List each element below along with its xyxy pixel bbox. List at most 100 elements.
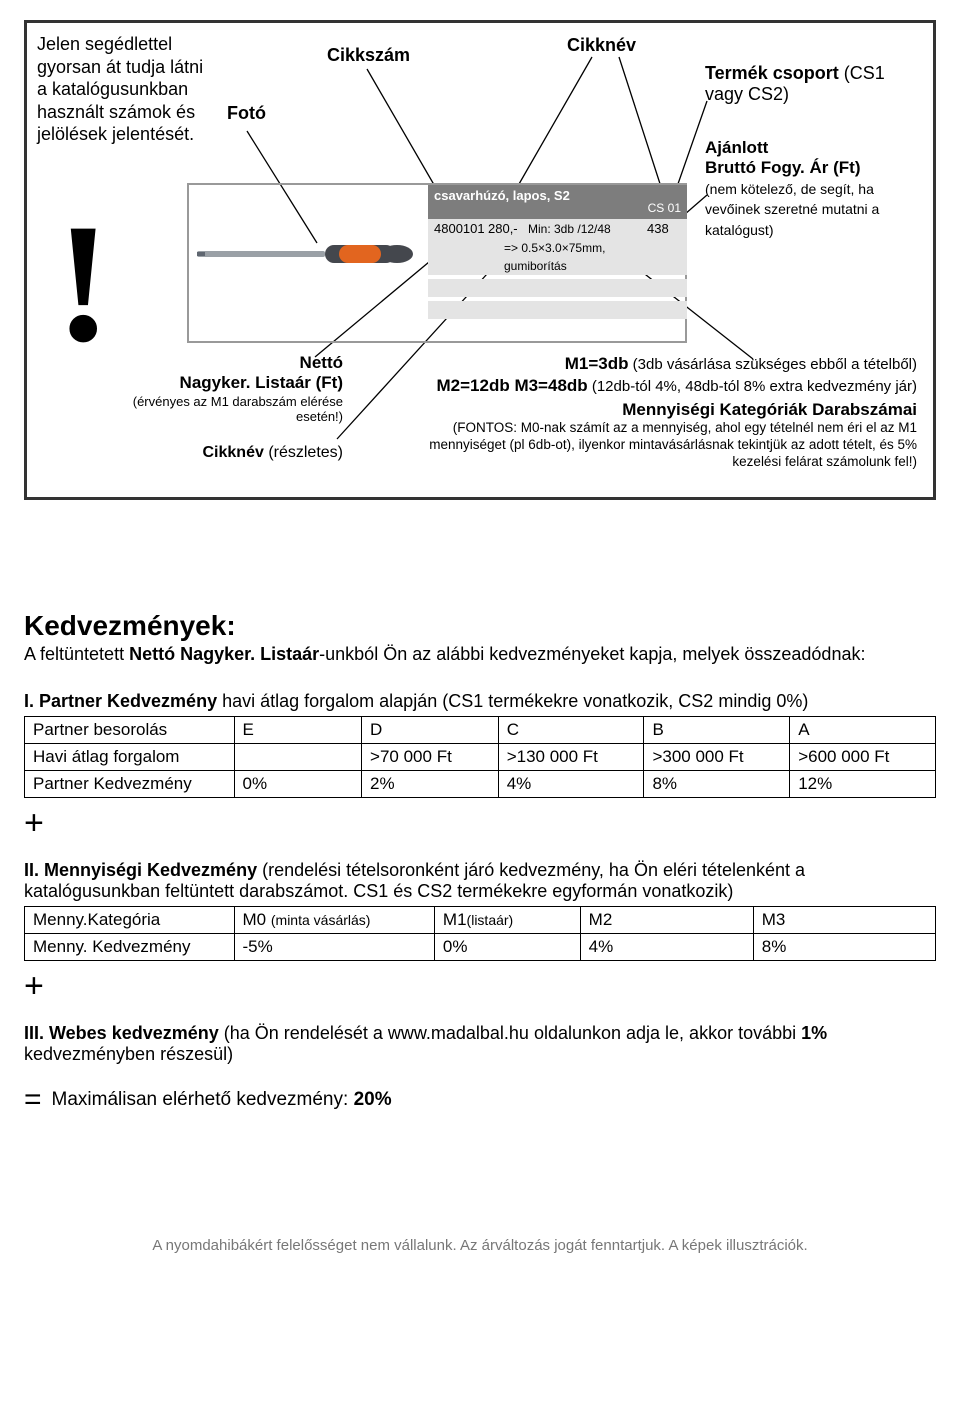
legend-m1-b: M1=3db — [565, 354, 629, 373]
cell: 4% — [498, 771, 644, 798]
sample-note2: gumiborítás — [428, 257, 687, 275]
legend-netto-title2: Nagyker. Listaár (Ft) — [123, 373, 343, 393]
legend-cikknev-detail: Cikknév (részletes) — [123, 443, 343, 462]
label-ajanlott-l2: Bruttó Fogy. Ár (Ft) — [705, 158, 860, 177]
sample-head-name: csavarhúzó, lapos, S2 — [428, 185, 637, 219]
label-cikkszam: Cikkszám — [327, 45, 410, 66]
label-termekcsoport: Termék csoport (CS1 vagy CS2) — [705, 63, 915, 105]
cell: 12% — [790, 771, 936, 798]
kedv-intro-pre: A feltüntetett — [24, 644, 129, 664]
cell: Partner Kedvezmény — [25, 771, 235, 798]
label-termekcsoport-bold: Termék csoport — [705, 63, 839, 83]
cell: >300 000 Ft — [644, 744, 790, 771]
cell-paren: (listaár) — [467, 912, 514, 928]
legend-m1-rest: (3db vásárlása szükséges ebből a tételbő… — [628, 356, 917, 373]
cell: C — [498, 717, 644, 744]
equals-icon: = — [24, 1083, 42, 1117]
table-row: Partner besorolás E D C B A — [25, 717, 936, 744]
label-ajanlott-sub: (nem kötelező, de segít, ha vevőinek sze… — [705, 181, 879, 238]
legend-mennyisegi: M1=3db (3db vásárlása szükséges ebből a … — [377, 353, 917, 470]
max-kedvezmeny: = Maximálisan elérhető kedvezmény: 20% — [24, 1083, 936, 1117]
section3-title: III. Webes kedvezmény (ha Ön rendelését … — [24, 1023, 936, 1065]
sample-price: 280,- — [488, 219, 528, 239]
cell: >600 000 Ft — [790, 744, 936, 771]
legend-m2: M2=12db M3=48db (12db-tól 4%, 48db-tól 8… — [377, 375, 917, 397]
cell: 4% — [580, 934, 753, 961]
cell — [234, 744, 362, 771]
cell-val: M1 — [443, 910, 467, 929]
screwdriver-icon — [197, 235, 417, 275]
section3-title-b: III. Webes kedvezmény — [24, 1023, 219, 1043]
section1-title-rest: havi átlag forgalom alapján (CS1 terméke… — [217, 691, 808, 711]
cell: M1(listaár) — [434, 907, 580, 934]
table-row: Partner Kedvezmény 0% 2% 4% 8% 12% — [25, 771, 936, 798]
label-ajanlott: Ajánlott Bruttó Fogy. Ár (Ft) (nem kötel… — [705, 138, 925, 240]
cell-paren: (minta vásárlás) — [271, 912, 371, 928]
cell: Havi átlag forgalom — [25, 744, 235, 771]
cell: -5% — [234, 934, 434, 961]
sample-entry-box: csavarhúzó, lapos, S2 CS 01 4800101 280,… — [187, 183, 687, 343]
kedvezmenyek-heading: Kedvezmények: — [24, 610, 936, 642]
cell: 8% — [753, 934, 935, 961]
max-pre: Maximálisan elérhető kedvezmény: — [52, 1089, 354, 1110]
exclamation-icon: ! — [55, 198, 112, 368]
plus-icon: + — [24, 806, 936, 840]
cell: D — [362, 717, 499, 744]
legend-netto-title1: Nettó — [123, 353, 343, 373]
cell: >70 000 Ft — [362, 744, 499, 771]
cell: E — [234, 717, 362, 744]
legend-mk-title: Mennyiségi Kategóriák Darabszámai — [377, 399, 917, 420]
legend-m2-b: M2=12db M3=48db — [437, 376, 588, 395]
max-text: Maximálisan elérhető kedvezmény: 20% — [52, 1089, 392, 1111]
legend-mk-body: (FONTOS: M0-nak számít az a mennyiség, a… — [377, 420, 917, 471]
cell: 0% — [234, 771, 362, 798]
cell: 2% — [362, 771, 499, 798]
legend-cikknev-detail-b: Cikknév — [203, 444, 264, 461]
mennyisegi-kedvezmeny-table: Menny.Kategória M0 (minta vásárlás) M1(l… — [24, 906, 936, 961]
cell: 0% — [434, 934, 580, 961]
legend-m2-rest: (12db-tól 4%, 48db-tól 8% extra kedvezmé… — [588, 378, 917, 395]
cell: A — [790, 717, 936, 744]
legend-netto-sub: (érvényes az M1 darabszám elérése esetén… — [123, 394, 343, 425]
sample-table: csavarhúzó, lapos, S2 CS 01 4800101 280,… — [428, 185, 687, 319]
kedvezmenyek-intro: A feltüntetett Nettó Nagyker. Listaár-un… — [24, 644, 936, 665]
sample-id: 4800101 — [428, 219, 488, 239]
section3-title-b2: 1% — [801, 1023, 827, 1043]
sample-note1: => 0.5×3.0×75mm, — [428, 239, 687, 257]
cell: Partner besorolás — [25, 717, 235, 744]
partner-kedvezmeny-table: Partner besorolás E D C B A Havi átlag f… — [24, 716, 936, 798]
cell: M3 — [753, 907, 935, 934]
legend-netto: Nettó Nagyker. Listaár (Ft) (érvényes az… — [123, 353, 343, 462]
footer-note: A nyomdahibákért felelősséget nem vállal… — [24, 1237, 936, 1254]
table-row: Havi átlag forgalom >70 000 Ft >130 000 … — [25, 744, 936, 771]
cell: Menny. Kedvezmény — [25, 934, 235, 961]
table-row: Menny. Kedvezmény -5% 0% 4% 8% — [25, 934, 936, 961]
max-val: 20% — [354, 1089, 392, 1110]
sample-head-cs: CS 01 — [637, 185, 687, 219]
label-cikknev: Cikknév — [567, 35, 636, 56]
section1-title: I. Partner Kedvezmény havi átlag forgalo… — [24, 691, 936, 712]
cell: B — [644, 717, 790, 744]
label-foto: Fotó — [227, 103, 266, 124]
intro-text: Jelen segédlettel gyorsan át tudja látni… — [37, 33, 217, 146]
section3-title-rest2: kedvezményben részesül) — [24, 1044, 233, 1064]
legend-diagram: Jelen segédlettel gyorsan át tudja látni… — [24, 20, 936, 500]
sample-brutto: 438 — [647, 219, 687, 239]
cell-val: M0 — [243, 910, 267, 929]
section3-title-rest: (ha Ön rendelését a www.madalbal.hu olda… — [219, 1023, 801, 1043]
section1-title-b: I. Partner Kedvezmény — [24, 691, 217, 711]
cell: M0 (minta vásárlás) — [234, 907, 434, 934]
kedv-intro-b: Nettó Nagyker. Listaár — [129, 644, 319, 664]
label-ajanlott-l1: Ajánlott — [705, 138, 768, 157]
cell: Menny.Kategória — [25, 907, 235, 934]
legend-cikknev-detail-rest: (részletes) — [264, 444, 343, 461]
table-row: Menny.Kategória M0 (minta vásárlás) M1(l… — [25, 907, 936, 934]
cell: 8% — [644, 771, 790, 798]
section2-title-b: II. Mennyiségi Kedvezmény — [24, 860, 257, 880]
kedv-intro-post: -unkból Ön az alábbi kedvezményeket kapj… — [319, 644, 865, 664]
sample-min: Min: 3db /12/48 — [528, 219, 647, 239]
plus-icon: + — [24, 969, 936, 1003]
section2-title: II. Mennyiségi Kedvezmény (rendelési tét… — [24, 860, 936, 902]
legend-m1: M1=3db (3db vásárlása szükséges ebből a … — [377, 353, 917, 375]
cell: >130 000 Ft — [498, 744, 644, 771]
